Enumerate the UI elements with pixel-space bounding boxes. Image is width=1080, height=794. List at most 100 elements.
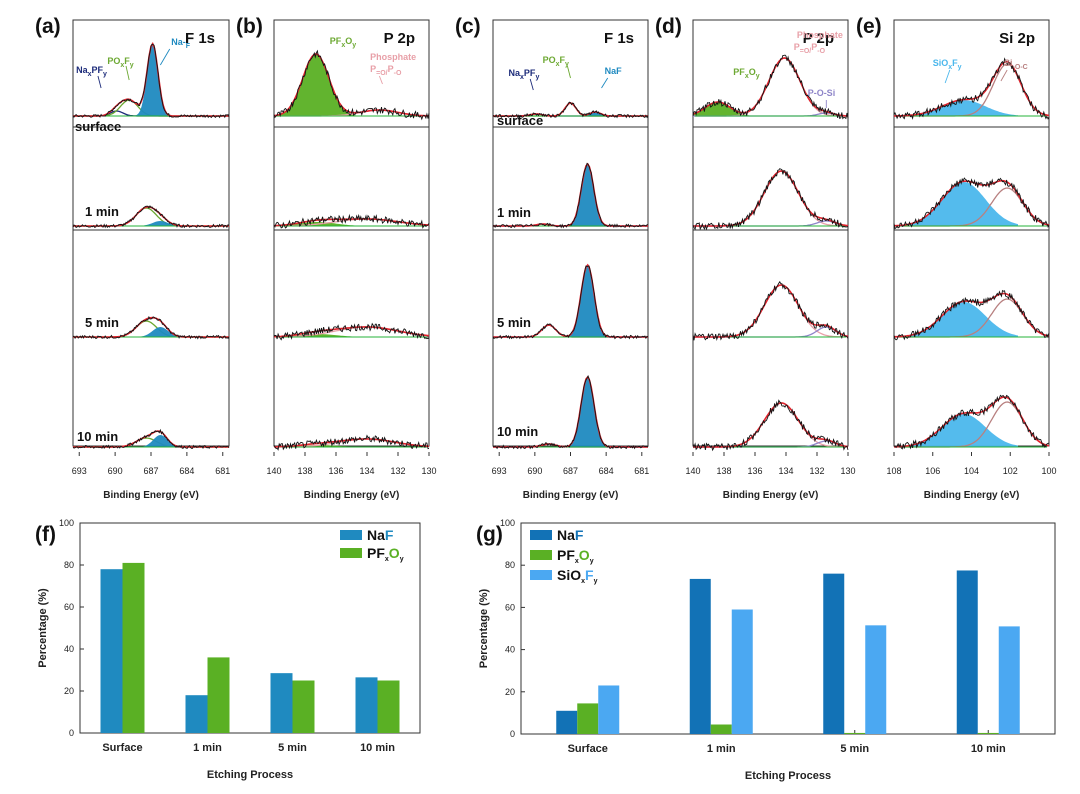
subscript: y	[130, 62, 134, 69]
bar-naf-5-min	[823, 573, 845, 734]
raw-data-line	[273, 213, 430, 229]
x-tick-label: 100	[1041, 466, 1056, 476]
subscript: y	[594, 578, 598, 585]
annotation-arrow	[566, 65, 571, 79]
peak-annotation: P-O-Si	[808, 88, 836, 98]
bar-naf-10-min	[956, 570, 978, 734]
x-axis-label: Binding Energy (eV)	[723, 490, 819, 501]
label-part: Na	[557, 527, 575, 543]
raw-data-line	[273, 434, 430, 451]
label-part: PF	[524, 68, 536, 78]
label-part: P	[811, 42, 817, 52]
x-tick-label: 134	[778, 466, 793, 476]
label-part: O	[389, 545, 400, 561]
label-part: Na	[509, 68, 521, 78]
x-tick-label: 130	[421, 466, 436, 476]
raw-data-line	[893, 289, 1050, 341]
label-part: P	[370, 64, 376, 74]
category-label: Surface	[102, 742, 142, 754]
panel-label: (g)	[476, 523, 503, 546]
fitted-component-fill	[98, 44, 208, 116]
annotation-arrow	[601, 77, 609, 89]
y-tick-label: 20	[505, 687, 515, 697]
raw-data-line	[492, 162, 649, 229]
spectrum-row	[893, 289, 1050, 341]
fitted-component-fill	[105, 221, 215, 226]
bar-pfxoy-1-min	[207, 657, 230, 733]
x-tick-label: 106	[925, 466, 940, 476]
bar-chart-g: (g) 0 20 40 60 80 100 Surface 1 min 5 min 10 min Et…	[476, 518, 1056, 782]
panel-label: (e)	[856, 15, 882, 38]
raw-data-line	[72, 428, 230, 450]
fitted-component-fill	[541, 112, 648, 116]
fitted-component-fill	[533, 265, 642, 337]
bar-sioxfy-5-min	[865, 625, 887, 734]
spectrum-row	[273, 434, 430, 451]
spectrum-row	[72, 41, 230, 119]
y-tick-label: 40	[505, 645, 515, 655]
x-tick-label: 140	[685, 466, 700, 476]
y-tick-label: 20	[64, 686, 74, 696]
spectrum-row	[692, 54, 849, 120]
annotation-arrow	[378, 75, 383, 85]
bar-sioxfy-10-min	[998, 626, 1020, 734]
raw-data-line	[492, 265, 649, 340]
x-tick-label: 684	[599, 466, 614, 476]
x-tick-label: 690	[108, 466, 123, 476]
spectrum-row	[72, 428, 230, 450]
peak-annotation: P=O/P-O	[794, 42, 826, 55]
bar-pfxoy-10-min	[377, 680, 400, 733]
y-tick-label: 60	[505, 602, 515, 612]
label-part: F	[560, 55, 566, 65]
x-tick-label: 690	[527, 466, 542, 476]
subscript: y	[565, 61, 569, 68]
bar-pfxoy-surface	[122, 562, 145, 733]
x-axis-label: Binding Energy (eV)	[523, 490, 619, 501]
peak-annotation: NaxPFy	[76, 65, 107, 78]
peak-annotation: Phosphate	[370, 52, 416, 62]
subscript: y	[535, 74, 539, 81]
x-tick-label: 687	[563, 466, 578, 476]
label-part: Na	[367, 527, 385, 543]
peak-annotation: POxFy	[107, 56, 133, 69]
y-tick-label: 80	[64, 560, 74, 570]
etching-time-label: 1 min	[497, 205, 531, 220]
plot-frame	[520, 522, 1056, 735]
fit-envelope	[273, 326, 430, 338]
peak-annotation: Si-O-C	[1004, 58, 1028, 71]
raw-data-line	[492, 375, 649, 450]
fitted-component-fill	[909, 100, 1018, 116]
legend-label: SiOxFy	[557, 567, 598, 585]
panel-label: (d)	[655, 15, 682, 38]
peak-annotation: PFxOy	[733, 67, 759, 80]
spectrum-row	[492, 375, 649, 450]
x-tick-label: 681	[215, 466, 230, 476]
x-axis-label: Etching Process	[207, 769, 293, 781]
x-axis-label: Binding Energy (eV)	[924, 490, 1020, 501]
subscript: x	[745, 73, 749, 80]
subscript: -O	[817, 48, 825, 55]
spectrum-title: F 1s	[185, 30, 215, 47]
etching-time-label: 10 min	[77, 429, 118, 444]
spectrum-row	[692, 399, 849, 452]
subscript: y	[103, 71, 107, 78]
x-tick-label: 136	[747, 466, 762, 476]
annotation-arrow	[125, 65, 130, 81]
y-tick-label: 0	[510, 729, 515, 739]
label-part: PO	[543, 55, 556, 65]
spectrum-frame-row	[692, 336, 849, 447]
y-tick-label: 40	[64, 644, 74, 654]
spectrum-row	[273, 213, 430, 229]
fitted-component-fill	[533, 377, 642, 447]
label-part: SiO	[557, 567, 581, 583]
etching-time-label: 10 min	[497, 424, 538, 439]
label-part: P	[794, 42, 800, 52]
legend-swatch	[340, 548, 362, 558]
annotation-arrow	[944, 69, 951, 84]
panel-label: (b)	[236, 15, 263, 38]
subscript: x	[120, 62, 124, 69]
